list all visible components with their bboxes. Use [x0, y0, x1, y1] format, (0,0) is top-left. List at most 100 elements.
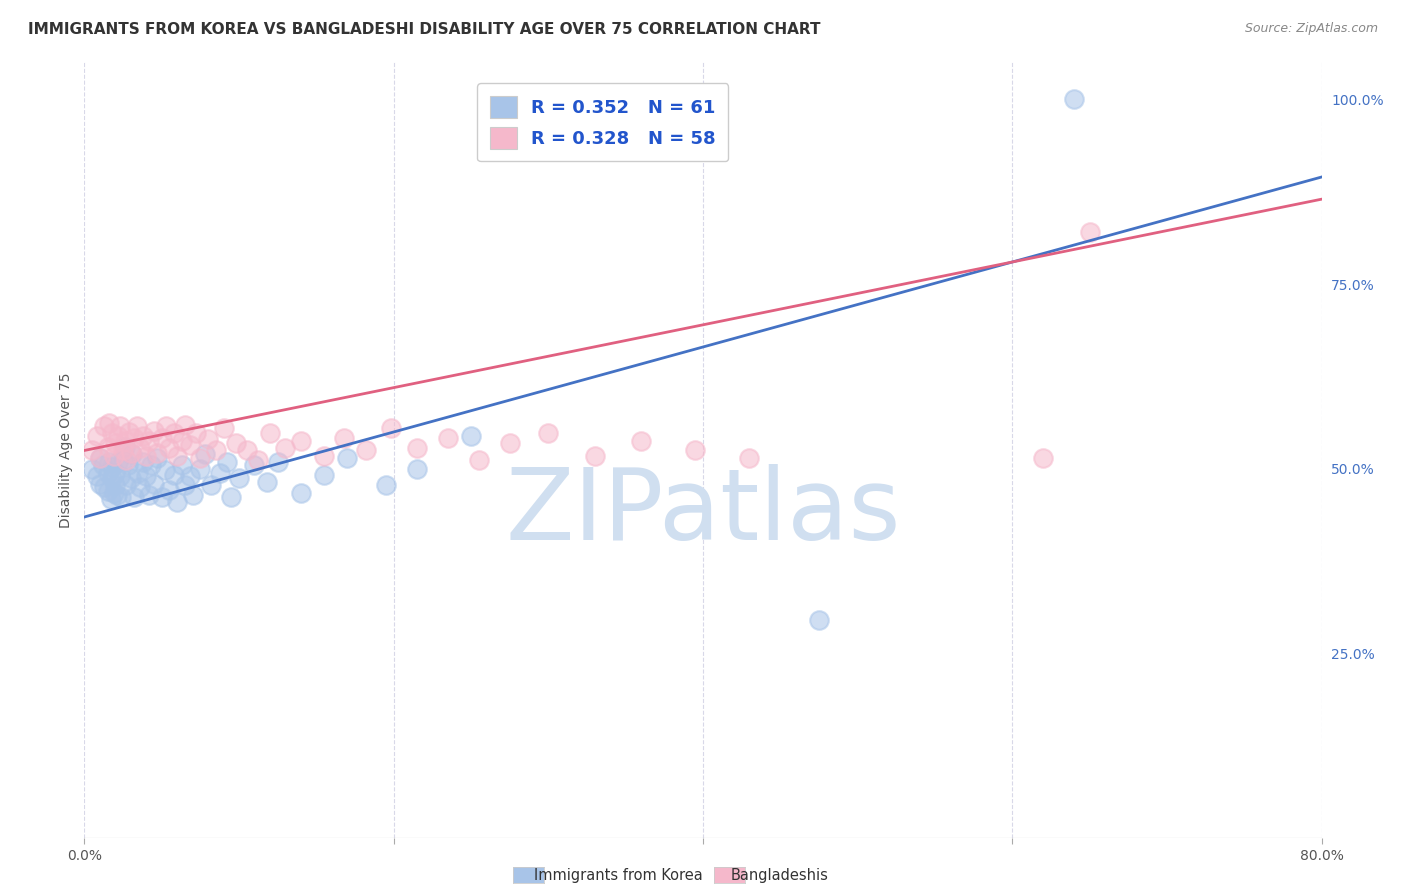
Point	[1078, 226, 1101, 240]
Point	[1063, 92, 1085, 106]
Point	[243, 458, 266, 473]
Point	[129, 442, 152, 456]
Y-axis label: Disability Age Over 75: Disability Age Over 75	[59, 373, 73, 528]
Point	[103, 449, 125, 463]
Point	[194, 447, 217, 461]
Point	[219, 490, 242, 504]
Text: ZIPatlas: ZIPatlas	[505, 464, 901, 561]
Point	[104, 478, 127, 492]
Point	[499, 436, 522, 450]
Point	[108, 419, 131, 434]
Point	[174, 417, 197, 432]
Point	[107, 428, 129, 442]
Point	[150, 490, 173, 504]
Point	[139, 458, 162, 473]
Legend: R = 0.352   N = 61, R = 0.328   N = 58: R = 0.352 N = 61, R = 0.328 N = 58	[477, 83, 728, 161]
Point	[121, 447, 143, 461]
Point	[170, 458, 193, 473]
Point	[96, 440, 118, 454]
Point	[159, 442, 180, 456]
Point	[290, 485, 312, 500]
Point	[467, 453, 491, 467]
Point	[104, 466, 127, 480]
Point	[98, 454, 121, 468]
Point	[184, 426, 207, 441]
Point	[225, 436, 247, 450]
Point	[336, 450, 359, 465]
Point	[200, 478, 222, 492]
Point	[537, 426, 560, 441]
Text: Bangladeshis: Bangladeshis	[731, 869, 830, 883]
Point	[235, 443, 259, 458]
Point	[135, 469, 157, 483]
Point	[380, 421, 402, 435]
Point	[115, 453, 138, 467]
Point	[188, 462, 211, 476]
Point	[174, 478, 197, 492]
Point	[166, 495, 188, 509]
Point	[1032, 450, 1054, 465]
Point	[155, 419, 177, 434]
Point	[354, 443, 377, 458]
Point	[583, 449, 606, 463]
Point	[89, 450, 111, 465]
Point	[107, 454, 129, 468]
Point	[256, 475, 278, 490]
Point	[179, 469, 201, 483]
Point	[159, 483, 180, 497]
Point	[188, 450, 211, 465]
Point	[685, 443, 707, 458]
Point	[630, 434, 652, 448]
Point	[138, 434, 160, 448]
Point	[246, 453, 269, 467]
Point	[460, 428, 482, 442]
Point	[114, 440, 136, 454]
Point	[101, 471, 124, 485]
Point	[209, 466, 232, 480]
Point	[98, 416, 121, 430]
Point	[115, 478, 138, 492]
Point	[103, 485, 125, 500]
Point	[91, 458, 114, 473]
Point	[738, 450, 761, 465]
Point	[312, 467, 335, 482]
Point	[135, 449, 157, 463]
Point	[86, 469, 108, 483]
Point	[267, 454, 290, 468]
Point	[129, 480, 152, 494]
Point	[374, 478, 398, 492]
Point	[101, 426, 124, 441]
Point	[112, 443, 135, 458]
Point	[117, 458, 139, 473]
Point	[105, 488, 128, 502]
Point	[163, 426, 186, 441]
Point	[312, 449, 335, 463]
Point	[259, 426, 281, 441]
Point	[108, 469, 131, 483]
Point	[274, 442, 297, 456]
Point	[146, 445, 169, 459]
Point	[197, 433, 219, 447]
Point	[170, 434, 193, 448]
Point	[125, 419, 148, 434]
Point	[333, 431, 356, 445]
Text: Source: ZipAtlas.com: Source: ZipAtlas.com	[1244, 22, 1378, 36]
Point	[93, 419, 115, 434]
Point	[120, 471, 142, 485]
Point	[153, 463, 176, 477]
Point	[104, 436, 127, 450]
Point	[807, 614, 830, 628]
Point	[100, 491, 122, 506]
Point	[82, 443, 104, 458]
Point	[405, 442, 427, 456]
Point	[122, 490, 145, 504]
Point	[96, 484, 118, 499]
Point	[181, 488, 204, 502]
Text: IMMIGRANTS FROM KOREA VS BANGLADESHI DISABILITY AGE OVER 75 CORRELATION CHART: IMMIGRANTS FROM KOREA VS BANGLADESHI DIS…	[28, 22, 821, 37]
Point	[89, 450, 111, 465]
Text: Immigrants from Korea: Immigrants from Korea	[534, 869, 703, 883]
Point	[96, 466, 118, 480]
Point	[163, 467, 186, 482]
Point	[405, 462, 427, 476]
Point	[179, 438, 201, 452]
